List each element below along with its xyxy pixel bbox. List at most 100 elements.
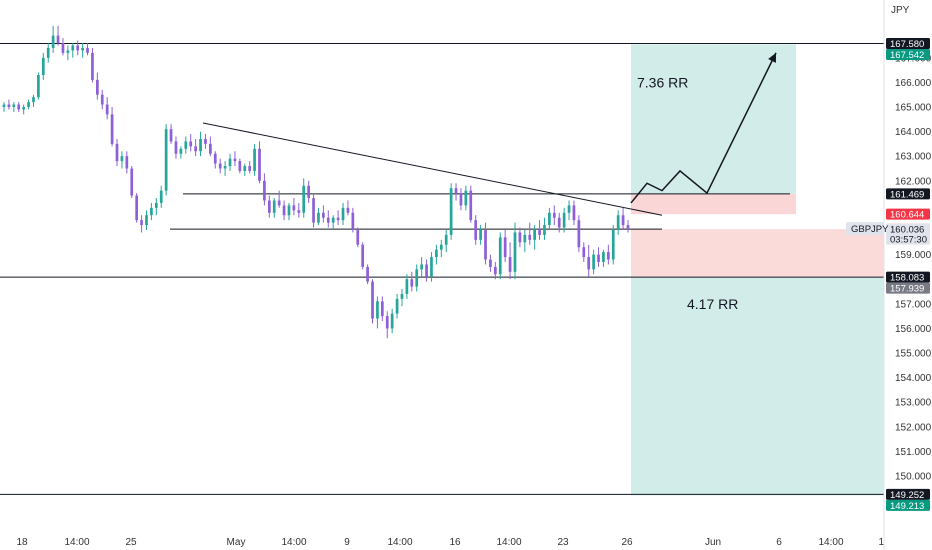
candle-body [22,107,26,110]
candle-body [493,266,497,275]
candle-body [223,166,227,169]
time-tick: 23 [557,537,569,548]
candle-body [439,244,443,250]
candle-body [248,166,252,171]
candle-body [100,94,104,105]
candle-body [351,212,355,230]
price-tick: 157.000 [895,299,932,310]
candle-body [425,264,428,277]
price-tick: 152.000 [895,422,932,433]
time-tick: 14:00 [64,537,89,548]
candle-body [258,148,261,181]
candle-body [32,97,35,103]
price-tick: 151.000 [895,447,932,458]
short-target-zone [631,277,884,496]
candle-body [120,156,124,162]
candle-body [533,230,536,240]
candle-body [562,212,566,228]
candle-body [538,230,541,235]
candle-body [174,141,178,154]
candle-body [233,158,237,162]
candle-body [56,35,60,44]
candle-body [385,316,389,329]
price-tag-green [886,499,930,511]
price-tag-label: 161.469 [890,189,924,200]
candle-body [164,129,168,191]
candle-body [508,257,512,272]
price-tag-dark [886,488,930,500]
long-rr-label: 7.36 RR [637,74,688,90]
candle-body [145,215,148,226]
price-tick: 155.000 [895,349,932,360]
candle-body [213,153,217,164]
time-tick: 6 [776,537,782,548]
candle-body [41,57,45,76]
time-tick: 14:00 [496,537,521,548]
time-axis[interactable]: 18 14:00 25 May 14:00 9 14:00 16 14:00 23 26 Jun 6 14… [16,537,884,548]
candle-body [218,163,222,169]
time-tick: 1 [878,537,884,548]
candle-body [263,180,266,201]
price-tag-dark [886,271,930,283]
candle-body [12,104,16,107]
candle-body [76,45,80,51]
candle-body [184,141,188,149]
time-tick: 26 [621,537,633,548]
current-price-tag [886,223,930,245]
candle-body [204,138,207,144]
price-tag-label: 149.213 [890,501,924,512]
candle-body [464,190,468,206]
price-tick: 165.000 [895,103,932,114]
candle-body [616,215,620,230]
price-axis[interactable]: 150.000 151.000 152.000 153.000 154.000 155.0… [846,0,932,550]
current-price-label: 160.036 [890,225,924,236]
position-zones [631,44,884,496]
projection-path [630,52,777,204]
candle-body [390,313,394,329]
candle-body [2,104,6,107]
candle-body [587,257,591,270]
currency-label: JPY [891,5,910,16]
candle-body [572,205,576,221]
price-tick: 154.000 [895,373,932,384]
candle-body [548,212,551,226]
candle-body [380,301,384,317]
price-tag-label: 157.939 [890,284,924,295]
candle-body [307,185,310,199]
long-stop-zone [631,193,796,215]
candle-body [592,254,595,270]
candle-body [81,47,84,51]
candle-body [626,225,630,230]
time-tick: 14:00 [281,537,306,548]
candle-body [27,102,30,107]
candle-body [449,188,453,235]
candle-body [238,161,242,171]
candle-body [611,230,615,260]
candle-body [371,281,374,319]
candle-body [312,198,315,223]
candle-body [317,212,320,223]
candle-body [105,104,109,115]
time-tick: 16 [449,537,461,548]
candle-body [415,269,419,287]
candle-body [209,143,212,154]
candle-body [267,200,271,213]
candle-body [430,257,433,277]
time-tick: 14:00 [818,537,843,548]
candle-body [253,148,256,171]
price-tag-grey [886,282,930,294]
candle-body [557,217,561,228]
price-tag-label: 167.580 [890,39,924,50]
candle-body [366,266,369,282]
candle-body [523,234,527,243]
candle-body [597,254,600,262]
candle-body [356,230,360,245]
candle-body [503,237,507,258]
candle-body [577,220,581,248]
countdown-label: 03:57:30 [890,235,927,246]
candle-body [91,52,94,80]
candle-body [336,217,340,221]
candle-body [86,47,89,53]
price-tag-label: 167.542 [890,50,924,61]
